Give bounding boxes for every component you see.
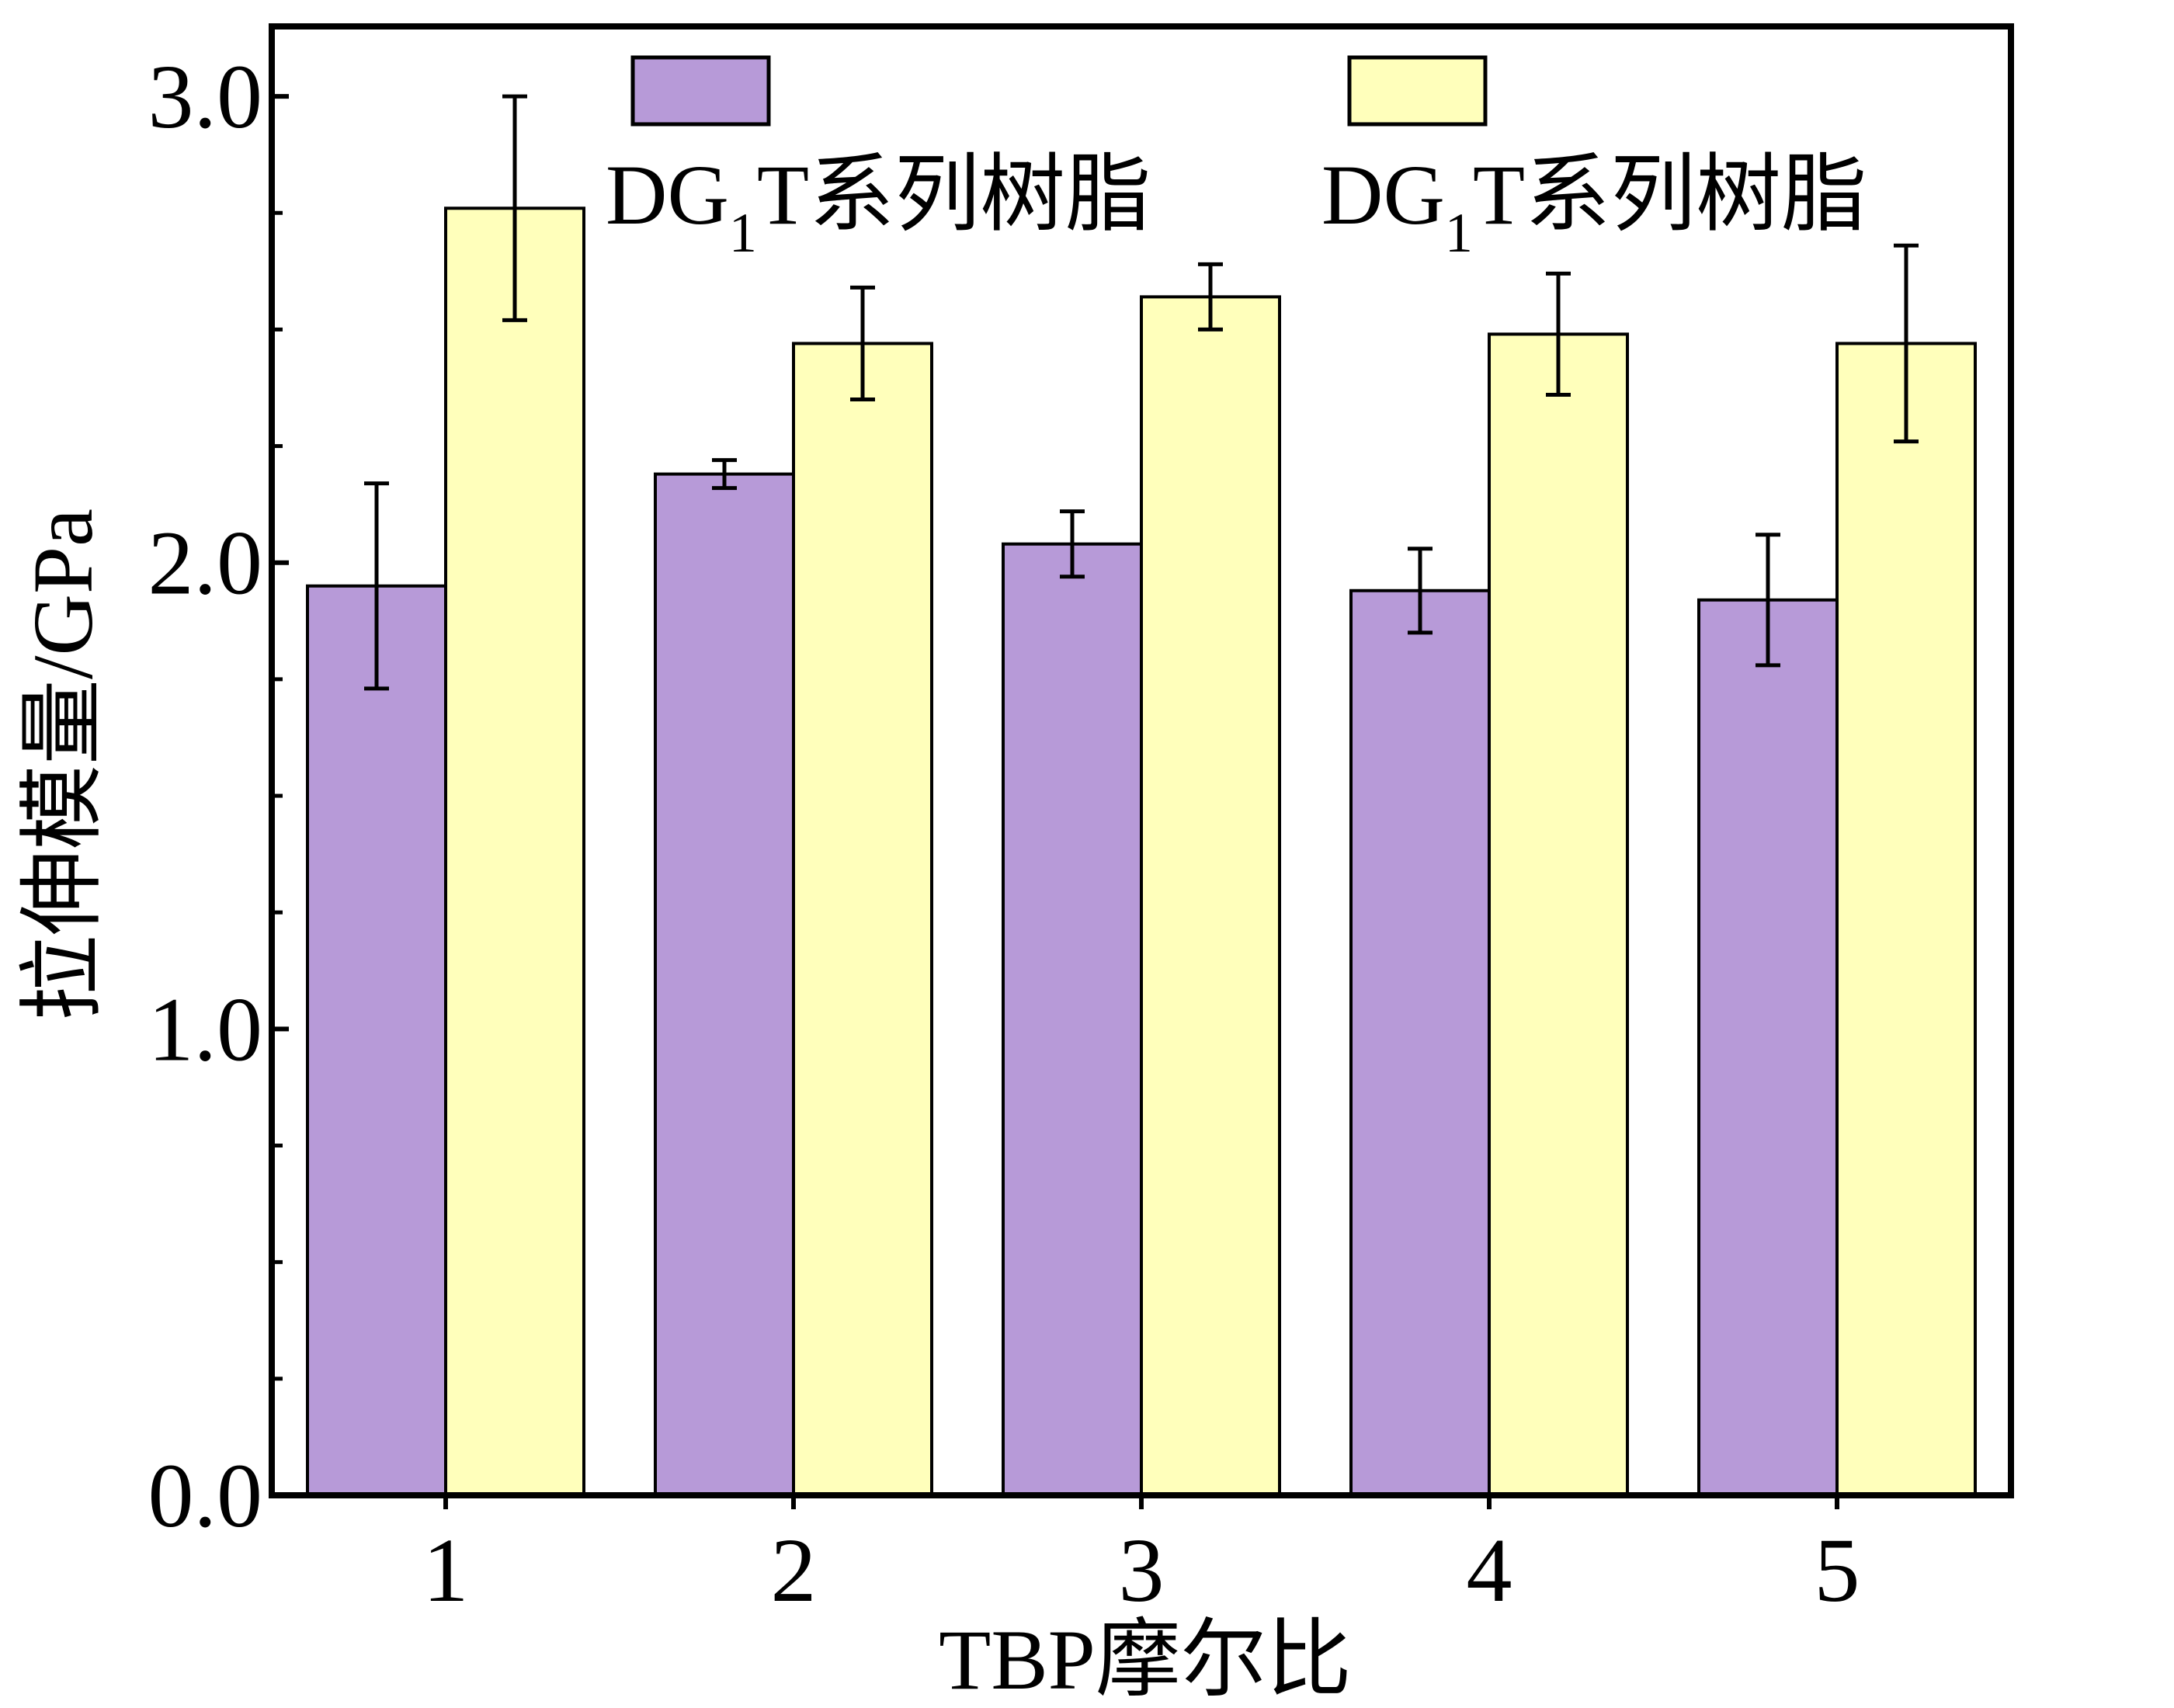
legend-label-series-1-sub: 1	[729, 202, 757, 264]
legend-swatch-series-2	[1347, 55, 1488, 127]
legend-label-series-2-rest: T系列树脂	[1473, 148, 1867, 242]
bar-series-1-cat-4	[1349, 588, 1491, 1497]
bar-series-2-cat-5	[1835, 342, 1977, 1497]
error-bars-layer	[364, 94, 1919, 691]
x-tick-label-1: 1	[423, 1519, 469, 1621]
bar-series-2-cat-3	[1140, 295, 1281, 1497]
legend-label-series-2-main: DG	[1321, 148, 1445, 242]
x-tick-label-3: 3	[1119, 1519, 1165, 1621]
bar-series-2-cat-2	[792, 342, 933, 1497]
legend-label-series-1: DG1T系列树脂	[606, 148, 1151, 264]
bar-series-1-cat-5	[1697, 598, 1839, 1497]
y-tick-label-1.0: 1.0	[148, 978, 263, 1080]
bar-series-2-cat-1	[444, 207, 585, 1498]
y-tick-label-2.0: 2.0	[148, 512, 263, 614]
y-tick-label-3.0: 3.0	[148, 46, 263, 148]
legend-label-series-2: DG1T系列树脂	[1321, 148, 1867, 264]
legend: DG1T系列树脂 DG1T系列树脂	[606, 55, 1867, 264]
y-ticks-layer: 0.0 1.0 2.0 3.0	[148, 46, 1839, 1547]
legend-label-series-1-rest: T系列树脂	[757, 148, 1151, 242]
bar-series-2-cat-4	[1488, 332, 1629, 1497]
bar-series-1-cat-2	[654, 472, 795, 1497]
legend-label-series-1-main: DG	[606, 148, 729, 242]
legend-label-series-2-sub: 1	[1445, 202, 1473, 264]
y-tick-label-0.0: 0.0	[148, 1445, 263, 1547]
y-axis-title: 拉伸模量/GPa	[16, 509, 110, 1021]
bar-series-1-cat-3	[1002, 542, 1143, 1498]
bars-layer	[306, 207, 1977, 1498]
x-tick-labels: 1 2 3 4 5	[423, 1519, 1860, 1621]
x-tick-label-5: 5	[1815, 1519, 1860, 1621]
x-axis-title: TBP摩尔比	[939, 1613, 1352, 1707]
bar-series-1-cat-1	[306, 584, 447, 1497]
x-tick-label-2: 2	[771, 1519, 817, 1621]
legend-swatch-series-1	[630, 55, 771, 127]
plot-frame	[269, 23, 2014, 1498]
x-tick-label-4: 4	[1467, 1519, 1512, 1621]
